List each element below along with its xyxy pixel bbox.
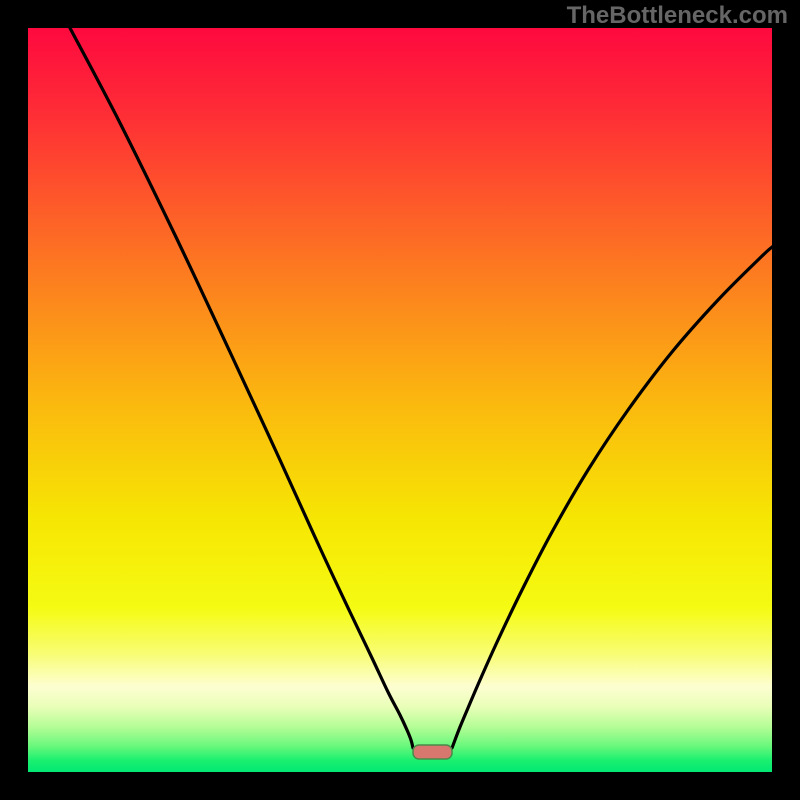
watermark-text: TheBottleneck.com (567, 2, 788, 30)
bottleneck-marker (413, 745, 452, 759)
bottleneck-chart (0, 0, 800, 800)
chart-frame: TheBottleneck.com (0, 0, 800, 800)
plot-background (28, 28, 772, 772)
